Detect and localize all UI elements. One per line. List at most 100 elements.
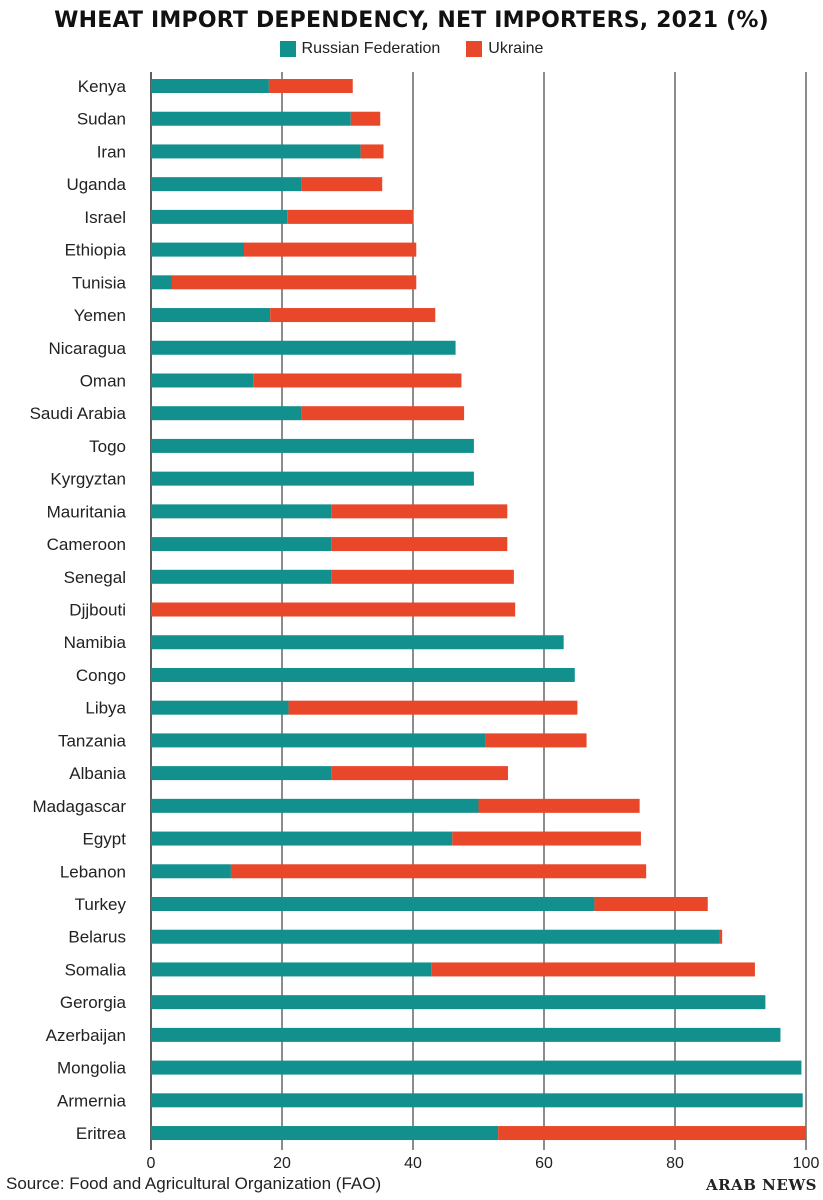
category-label: Albania [69, 764, 126, 783]
category-label: Cameroon [47, 535, 126, 554]
category-label: Togo [89, 437, 126, 456]
bar-russia [151, 667, 575, 682]
bar-ukraine [331, 537, 508, 552]
category-label: Senegal [64, 568, 126, 587]
legend-label-ukraine: Ukraine [488, 40, 544, 57]
bar-russia [151, 1126, 499, 1141]
bar-ukraine [360, 144, 384, 159]
bar-ukraine [288, 700, 578, 715]
category-label: Armernia [57, 1091, 127, 1110]
category-label: Nicaragua [49, 339, 127, 358]
category-label: Djjbouti [69, 601, 126, 620]
bar-russia [151, 111, 351, 126]
category-label: Ethiopia [65, 241, 127, 260]
bar-russia [151, 373, 254, 388]
category-label: Yemen [74, 306, 126, 325]
x-tick-label: 80 [666, 1155, 684, 1172]
x-tick-label: 20 [273, 1155, 291, 1172]
bar-russia [151, 995, 766, 1010]
bar-russia [151, 831, 453, 846]
bar-russia [151, 144, 361, 159]
bar-russia [151, 471, 474, 486]
bar-russia [151, 635, 564, 650]
bar-ukraine [230, 864, 647, 879]
bar-ukraine [270, 308, 436, 323]
category-label: Turkey [75, 895, 127, 914]
bar-russia [151, 1060, 802, 1075]
x-tick-label: 0 [147, 1155, 156, 1172]
bar-ukraine [478, 798, 640, 813]
category-label: Uganda [66, 175, 126, 194]
bar-ukraine [301, 406, 465, 421]
x-tick-label: 40 [404, 1155, 422, 1172]
bar-russia [151, 242, 245, 257]
bar-ukraine [452, 831, 641, 846]
bar-russia [151, 406, 302, 421]
category-label: Lebanon [60, 862, 126, 881]
bar-russia [151, 275, 172, 290]
category-label: Saudi Arabia [30, 404, 127, 423]
bar-ukraine [431, 962, 755, 977]
category-label: Kenya [78, 77, 127, 96]
chart-title: WHEAT IMPORT DEPENDENCY, NET IMPORTERS, … [54, 8, 769, 33]
bar-russia [151, 733, 486, 748]
legend-swatch-russia [279, 41, 296, 57]
bar-ukraine [719, 929, 723, 944]
category-label: Kyrgyztan [50, 470, 126, 489]
category-label: Azerbaijan [46, 1026, 126, 1045]
bar-ukraine [244, 242, 417, 257]
category-label: Namibia [64, 633, 127, 652]
bar-russia [151, 962, 432, 977]
bar-russia [151, 798, 479, 813]
category-label: Iran [97, 142, 126, 161]
bar-russia [151, 79, 269, 93]
bar-ukraine [498, 1126, 806, 1141]
category-label: Oman [80, 371, 126, 390]
category-label: Somalia [65, 960, 127, 979]
bar-russia [151, 700, 289, 715]
category-label: Tanzania [58, 731, 127, 750]
legend-item-russia: Russian Federation [279, 40, 440, 58]
bar-ukraine [331, 766, 508, 781]
category-label: Libya [85, 699, 126, 718]
source-note: Source: Food and Agricultural Organizati… [6, 1174, 382, 1193]
bar-russia [151, 340, 456, 355]
legend-item-ukraine: Ukraine [466, 40, 543, 58]
x-tick-label: 100 [793, 1155, 820, 1172]
category-label: Madagascar [32, 797, 126, 816]
bar-russia [151, 897, 595, 911]
category-label: Sudan [77, 110, 126, 129]
bar-russia [151, 504, 332, 519]
bar-ukraine [350, 111, 381, 126]
bar-ukraine [485, 733, 587, 748]
bar-ukraine [253, 373, 462, 388]
bar-ukraine [301, 177, 383, 192]
bar-russia [151, 537, 332, 552]
category-label: Egypt [83, 830, 127, 849]
legend-swatch-ukraine [466, 41, 483, 57]
bar-russia [151, 1027, 781, 1042]
legend: Russian Federation Ukraine [0, 40, 823, 58]
category-label: Belarus [68, 928, 126, 947]
bar-ukraine [287, 209, 414, 224]
category-label: Mauritania [47, 502, 127, 521]
bar-russia [151, 177, 302, 192]
bar-russia [151, 209, 288, 224]
category-label: Tunisia [72, 273, 127, 292]
x-tick-label: 60 [535, 1155, 553, 1172]
category-label: Congo [76, 666, 126, 685]
category-label: Mongolia [57, 1059, 127, 1078]
bar-russia [151, 308, 271, 323]
category-label: Israel [84, 208, 126, 227]
category-label: Eritrea [76, 1124, 127, 1143]
bar-ukraine [171, 275, 417, 290]
bar-russia [151, 864, 231, 879]
bar-russia [151, 438, 474, 453]
category-label: Gerorgia [60, 993, 127, 1012]
bar-ukraine [151, 602, 516, 617]
bar-ukraine [594, 897, 708, 911]
bar-ukraine [331, 504, 508, 519]
bar-russia [151, 1093, 803, 1108]
bar-ukraine [268, 79, 353, 93]
